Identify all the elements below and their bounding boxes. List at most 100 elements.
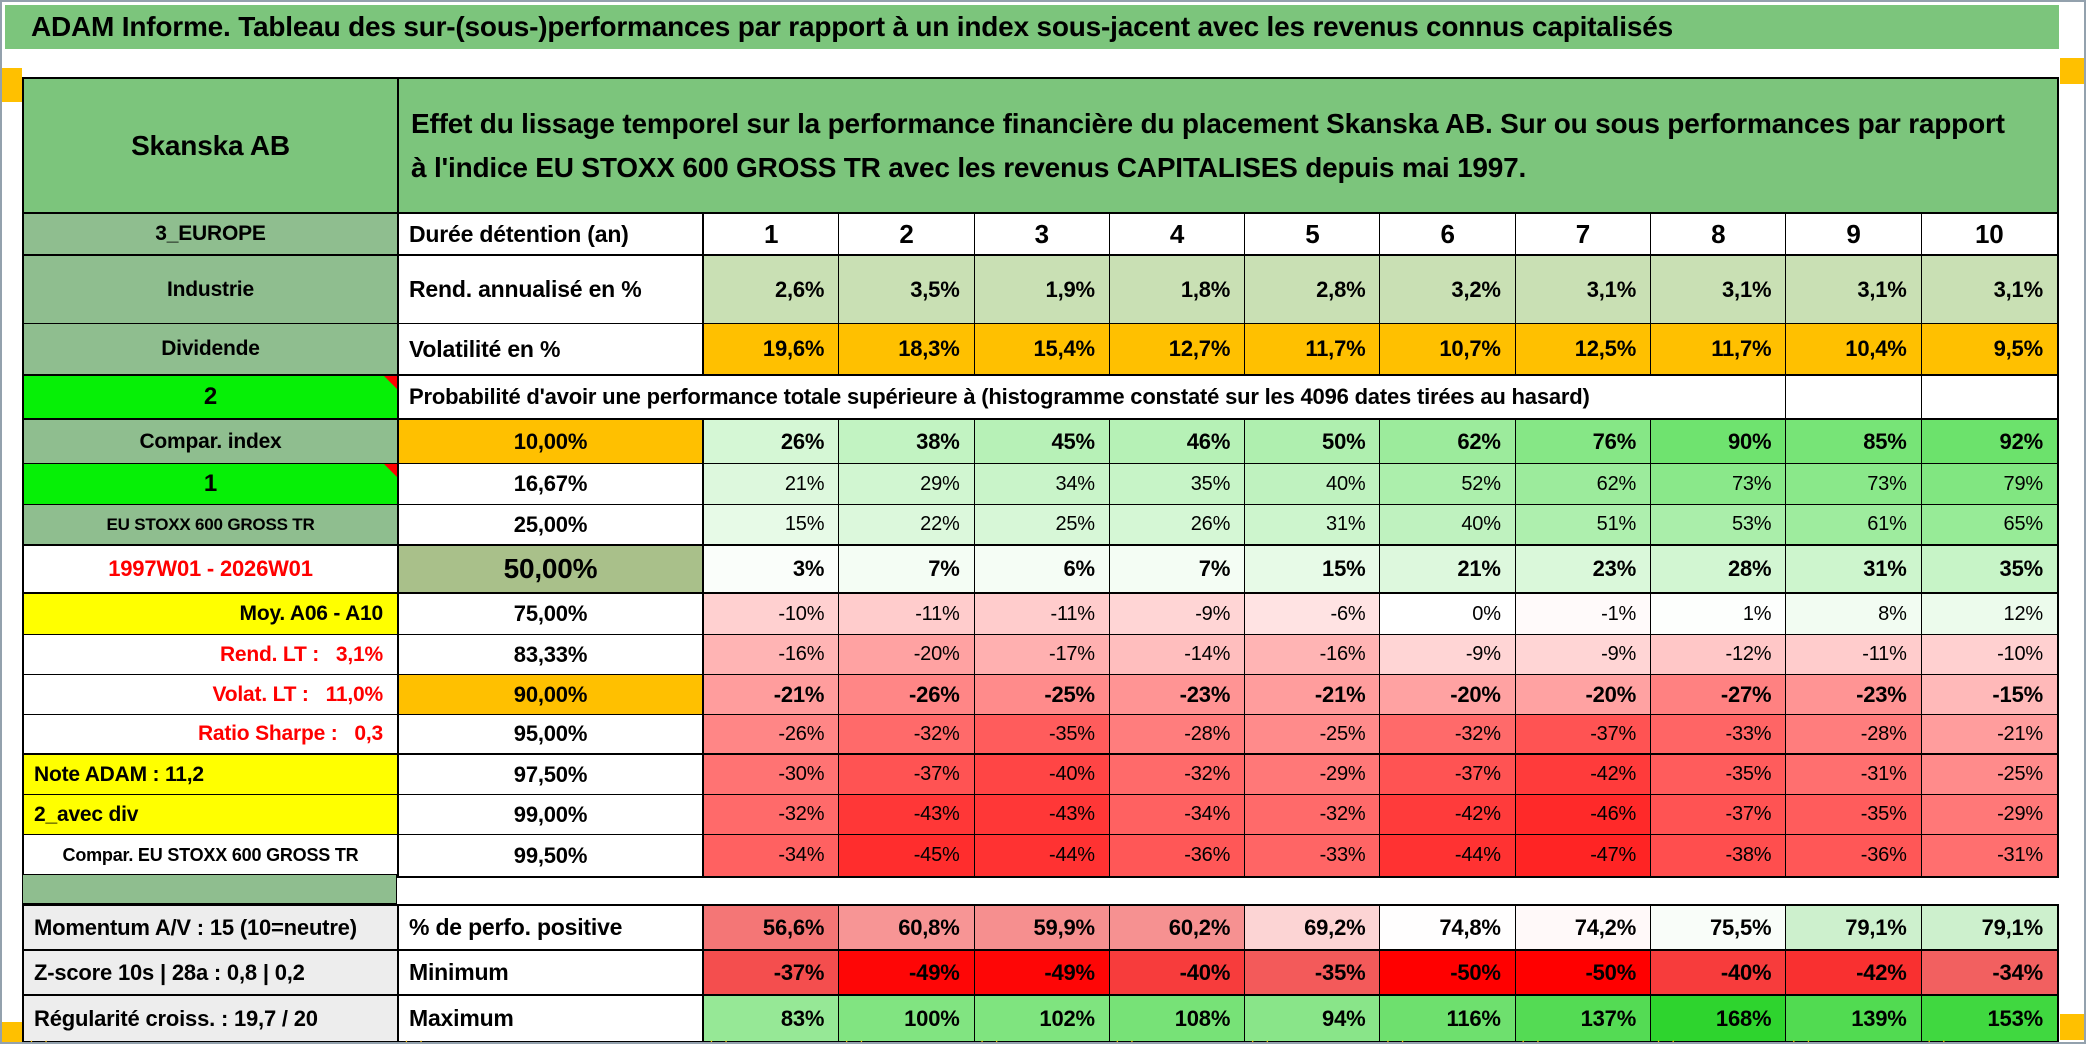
probability-value-cell[interactable]: -15%: [1921, 675, 2057, 715]
probability-value-cell[interactable]: 15%: [704, 505, 840, 546]
probability-value-cell[interactable]: -35%: [1786, 795, 1922, 835]
probability-value-cell[interactable]: -31%: [1786, 755, 1922, 795]
probability-value-cell[interactable]: 51%: [1515, 505, 1652, 546]
probability-value-cell[interactable]: -36%: [1109, 835, 1246, 876]
probability-value-cell[interactable]: 73%: [1786, 464, 1922, 505]
volatility-value-cell[interactable]: 11,7%: [1651, 324, 1787, 376]
probability-value-cell[interactable]: -28%: [1109, 715, 1246, 755]
footer-value-cell[interactable]: 137%: [1515, 996, 1652, 1041]
probability-value-cell[interactable]: 25%: [974, 505, 1110, 546]
probability-value-cell[interactable]: 6%: [974, 546, 1110, 594]
year-header-cell[interactable]: 9: [1786, 214, 1922, 256]
footer-value-cell[interactable]: -49%: [839, 951, 975, 996]
footer-value-cell[interactable]: 153%: [1921, 996, 2057, 1041]
year-header-cell[interactable]: 6: [1380, 214, 1516, 256]
footer-value-cell[interactable]: 79,1%: [1786, 906, 1922, 951]
probability-value-cell[interactable]: 38%: [839, 420, 975, 464]
row-label-cell[interactable]: EU STOXX 600 GROSS TR: [24, 505, 399, 546]
row-label-cell[interactable]: 2_avec div: [24, 795, 399, 835]
footer-metric-cell[interactable]: Maximum: [399, 996, 704, 1041]
probability-value-cell[interactable]: -37%: [1380, 755, 1516, 795]
threshold-cell[interactable]: 99,50%: [399, 835, 704, 876]
volatility-value-cell[interactable]: 12,7%: [1109, 324, 1246, 376]
probability-value-cell[interactable]: -38%: [1651, 835, 1787, 876]
footer-label-cell[interactable]: Z-score 10s | 28a : 0,8 | 0,2: [24, 951, 399, 996]
return-value-cell[interactable]: 3,1%: [1651, 256, 1787, 324]
probability-value-cell[interactable]: 35%: [1109, 464, 1246, 505]
probability-value-cell[interactable]: -34%: [1109, 795, 1246, 835]
probability-value-cell[interactable]: 73%: [1651, 464, 1787, 505]
probability-value-cell[interactable]: 12%: [1921, 594, 2057, 635]
footer-value-cell[interactable]: 74,2%: [1515, 906, 1652, 951]
footer-value-cell[interactable]: -37%: [704, 951, 840, 996]
probability-value-cell[interactable]: -34%: [704, 835, 840, 876]
probability-value-cell[interactable]: -37%: [1651, 795, 1787, 835]
footer-value-cell[interactable]: 102%: [974, 996, 1110, 1041]
threshold-cell[interactable]: 10,00%: [399, 420, 704, 464]
probability-value-cell[interactable]: -44%: [1380, 835, 1516, 876]
probability-value-cell[interactable]: 40%: [1380, 505, 1516, 546]
return-value-cell[interactable]: 2,8%: [1245, 256, 1381, 324]
volatility-value-cell[interactable]: 10,7%: [1380, 324, 1516, 376]
footer-metric-cell[interactable]: % de perfo. positive: [399, 906, 704, 951]
footer-value-cell[interactable]: -40%: [1651, 951, 1787, 996]
probability-value-cell[interactable]: 61%: [1786, 505, 1922, 546]
probability-value-cell[interactable]: -12%: [1651, 635, 1787, 675]
probability-value-cell[interactable]: -27%: [1651, 675, 1787, 715]
probability-value-cell[interactable]: -20%: [839, 635, 975, 675]
probability-value-cell[interactable]: 62%: [1515, 464, 1652, 505]
probability-value-cell[interactable]: -11%: [974, 594, 1110, 635]
probability-value-cell[interactable]: -9%: [1109, 594, 1246, 635]
volatility-value-cell[interactable]: 11,7%: [1245, 324, 1381, 376]
probability-value-cell[interactable]: -46%: [1515, 795, 1652, 835]
probability-value-cell[interactable]: 85%: [1786, 420, 1922, 464]
probability-value-cell[interactable]: -21%: [1245, 675, 1381, 715]
footer-value-cell[interactable]: 75,5%: [1651, 906, 1787, 951]
footer-value-cell[interactable]: -40%: [1109, 951, 1246, 996]
probability-value-cell[interactable]: -11%: [839, 594, 975, 635]
probability-value-cell[interactable]: -37%: [839, 755, 975, 795]
probability-value-cell[interactable]: 46%: [1109, 420, 1246, 464]
probability-value-cell[interactable]: -31%: [1921, 835, 2057, 876]
year-header-cell[interactable]: 10: [1921, 214, 2057, 256]
footer-value-cell[interactable]: 74,8%: [1380, 906, 1516, 951]
year-header-cell[interactable]: 7: [1515, 214, 1652, 256]
probability-value-cell[interactable]: -1%: [1515, 594, 1652, 635]
year-header-cell[interactable]: 8: [1651, 214, 1787, 256]
probability-value-cell[interactable]: -32%: [1245, 795, 1381, 835]
footer-value-cell[interactable]: 100%: [839, 996, 975, 1041]
probability-value-cell[interactable]: -25%: [974, 675, 1110, 715]
probability-value-cell[interactable]: 52%: [1380, 464, 1516, 505]
threshold-cell[interactable]: 75,00%: [399, 594, 704, 635]
footer-value-cell[interactable]: -49%: [974, 951, 1110, 996]
footer-value-cell[interactable]: -50%: [1380, 951, 1516, 996]
threshold-cell[interactable]: 99,00%: [399, 795, 704, 835]
probability-value-cell[interactable]: 15%: [1245, 546, 1381, 594]
probability-value-cell[interactable]: -28%: [1786, 715, 1922, 755]
probability-value-cell[interactable]: -40%: [974, 755, 1110, 795]
return-value-cell[interactable]: 3,5%: [839, 256, 975, 324]
probability-value-cell[interactable]: -44%: [974, 835, 1110, 876]
probability-value-cell[interactable]: -16%: [1245, 635, 1381, 675]
probability-value-cell[interactable]: 21%: [1380, 546, 1516, 594]
probability-value-cell[interactable]: -29%: [1245, 755, 1381, 795]
row-label-cell[interactable]: Volat. LT : 11,0%: [24, 675, 399, 715]
probability-value-cell[interactable]: 65%: [1921, 505, 2057, 546]
probability-value-cell[interactable]: -25%: [1921, 755, 2057, 795]
footer-value-cell[interactable]: -35%: [1245, 951, 1381, 996]
probability-value-cell[interactable]: -20%: [1515, 675, 1652, 715]
probability-value-cell[interactable]: 76%: [1515, 420, 1652, 464]
probability-value-cell[interactable]: -45%: [839, 835, 975, 876]
empty-cell[interactable]: [1786, 376, 1922, 420]
footer-label-cell[interactable]: Régularité croiss. : 19,7 / 20: [24, 996, 399, 1041]
probability-value-cell[interactable]: 1%: [1651, 594, 1787, 635]
probability-value-cell[interactable]: -6%: [1245, 594, 1381, 635]
probability-value-cell[interactable]: -10%: [704, 594, 840, 635]
empty-cell[interactable]: [1921, 376, 2057, 420]
row-label-cell[interactable]: Compar. EU STOXX 600 GROSS TR: [24, 835, 399, 876]
return-value-cell[interactable]: 3,2%: [1380, 256, 1516, 324]
probability-value-cell[interactable]: -17%: [974, 635, 1110, 675]
probability-value-cell[interactable]: 31%: [1786, 546, 1922, 594]
footer-value-cell[interactable]: 59,9%: [974, 906, 1110, 951]
probability-value-cell[interactable]: -20%: [1380, 675, 1516, 715]
